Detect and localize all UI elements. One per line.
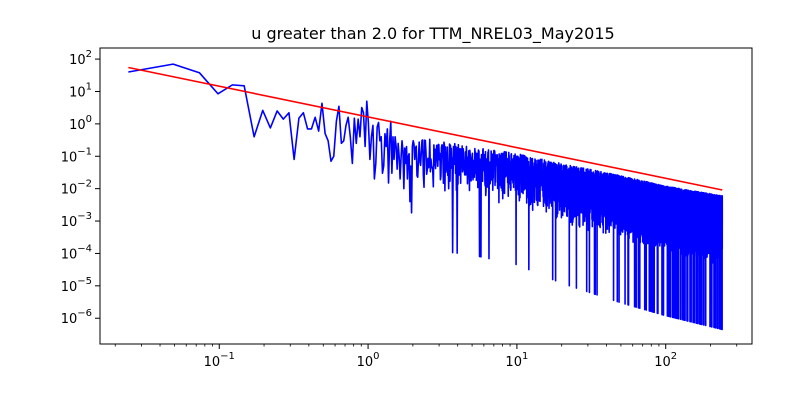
y-tick-label: 10−5 — [61, 276, 92, 295]
x-tick-label: 101 — [505, 351, 528, 370]
x-tick-label: 102 — [654, 351, 677, 370]
y-tick-label: 101 — [69, 81, 92, 100]
y-tick-label: 10−3 — [61, 211, 92, 230]
fit-series-line — [128, 66, 723, 191]
y-tick-label: 100 — [69, 114, 92, 133]
y-tick-label: 10−2 — [61, 179, 92, 198]
spectrum-series-line — [128, 63, 724, 331]
plot-data-layer — [128, 63, 724, 331]
x-tick-label: 10−1 — [204, 351, 235, 370]
y-tick-label: 10−1 — [61, 146, 92, 165]
y-tick-label: 10−4 — [61, 243, 92, 262]
plot-frame — [99, 47, 753, 345]
axis-layer: 10−1 100 101 102 10−6 10−5 10−4 10−3 10−2 10−1 100… — [61, 49, 738, 370]
chart-title: u greater than 2.0 for TTM_NREL03_May201… — [251, 24, 614, 44]
x-tick-label: 100 — [357, 351, 380, 370]
y-tick-label: 102 — [69, 49, 92, 68]
y-tick-label: 10−6 — [61, 308, 92, 327]
